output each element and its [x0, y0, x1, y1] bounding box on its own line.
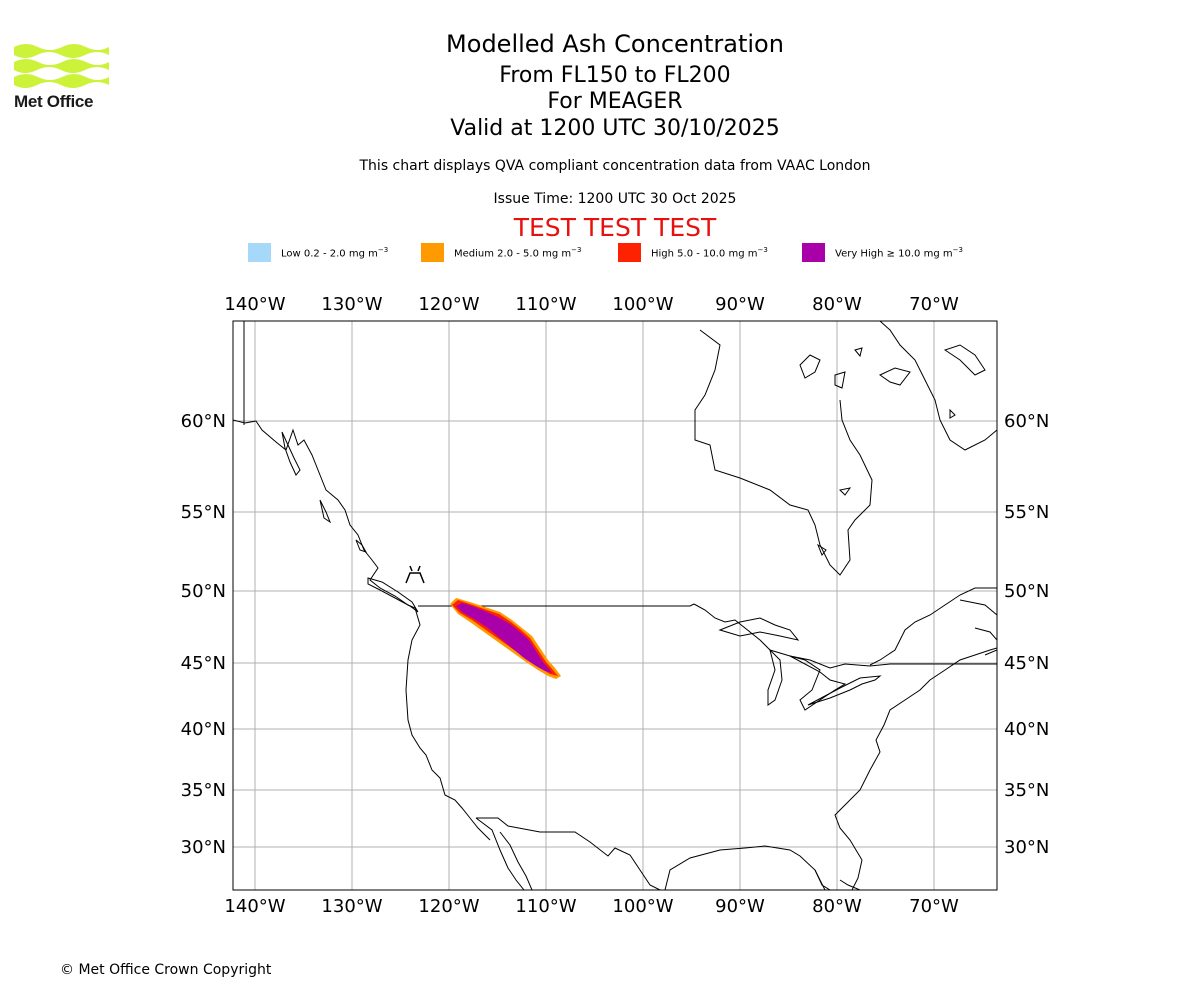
lon-label: 140°W — [224, 294, 285, 315]
legend-item-medium: Medium 2.0 - 5.0 mg m−3 — [421, 243, 581, 262]
lon-label: 120°W — [418, 896, 479, 917]
map-frame — [232, 320, 998, 891]
flight-levels: From FL150 to FL200 — [499, 63, 731, 88]
chart-title: Modelled Ash Concentration — [446, 30, 784, 58]
lat-label: 35°N — [181, 780, 226, 801]
legend-item-very-high: Very High ≥ 10.0 mg m−3 — [802, 243, 963, 262]
lon-label: 120°W — [418, 294, 479, 315]
lat-label: 55°N — [181, 502, 226, 523]
legend: Low 0.2 - 2.0 mg m−3 Medium 2.0 - 5.0 mg… — [0, 243, 1200, 265]
legend-item-low: Low 0.2 - 2.0 mg m−3 — [248, 243, 388, 262]
lat-label: 60°N — [181, 411, 226, 432]
lon-label: 110°W — [515, 896, 576, 917]
lon-label: 80°W — [812, 294, 862, 315]
lon-label: 130°W — [321, 896, 382, 917]
chart-description: This chart displays QVA compliant concen… — [359, 158, 871, 174]
legend-swatch-low — [248, 243, 271, 262]
lon-label: 130°W — [321, 294, 382, 315]
legend-swatch-very-high — [802, 243, 825, 262]
legend-label-medium: Medium 2.0 - 5.0 mg m — [454, 248, 572, 260]
lon-label: 80°W — [812, 896, 862, 917]
lon-label: 140°W — [224, 896, 285, 917]
legend-label-very-high: Very High ≥ 10.0 mg m — [835, 248, 953, 260]
lat-label: 45°N — [1004, 653, 1049, 674]
coastlines — [233, 321, 997, 890]
lon-label: 90°W — [715, 896, 765, 917]
lon-label: 110°W — [515, 294, 576, 315]
lat-label: 60°N — [1004, 411, 1049, 432]
lat-label: 40°N — [181, 719, 226, 740]
lat-label: 30°N — [1004, 837, 1049, 858]
lon-label: 90°W — [715, 294, 765, 315]
lat-label: 50°N — [1004, 581, 1049, 602]
lat-labels-right: 60°N 55°N 50°N 45°N 40°N 35°N 30°N — [1004, 411, 1049, 858]
lon-labels-top: 140°W 130°W 120°W 110°W 100°W 90°W 80°W … — [224, 294, 959, 315]
legend-swatch-medium — [421, 243, 444, 262]
logo-text: Met Office — [14, 92, 94, 111]
legend-label-high: High 5.0 - 10.0 mg m — [651, 248, 758, 260]
valid-time: Valid at 1200 UTC 30/10/2025 — [450, 116, 780, 141]
lon-label: 100°W — [612, 896, 673, 917]
lat-labels-left: 60°N 55°N 50°N 45°N 40°N 35°N 30°N — [181, 411, 226, 858]
legend-label-low: Low 0.2 - 2.0 mg m — [281, 248, 378, 260]
issue-time: Issue Time: 1200 UTC 30 Oct 2025 — [493, 191, 737, 207]
copyright: © Met Office Crown Copyright — [60, 962, 272, 978]
legend-swatch-high — [618, 243, 641, 262]
met-office-logo — [14, 44, 109, 88]
lon-label: 70°W — [909, 294, 959, 315]
lon-label: 100°W — [612, 294, 673, 315]
lat-label: 40°N — [1004, 719, 1049, 740]
lon-labels-bottom: 140°W 130°W 120°W 110°W 100°W 90°W 80°W … — [224, 896, 959, 917]
lon-label: 70°W — [909, 896, 959, 917]
test-banner: TEST TEST TEST — [513, 213, 717, 242]
lat-label: 35°N — [1004, 780, 1049, 801]
lat-label: 50°N — [181, 581, 226, 602]
lat-label: 45°N — [181, 653, 226, 674]
lat-label: 30°N — [181, 837, 226, 858]
legend-item-high: High 5.0 - 10.0 mg m−3 — [618, 243, 768, 262]
ash-plume — [450, 598, 561, 679]
volcano-name: For MEAGER — [547, 89, 683, 114]
lat-label: 55°N — [1004, 502, 1049, 523]
volcano-icon — [405, 565, 425, 584]
